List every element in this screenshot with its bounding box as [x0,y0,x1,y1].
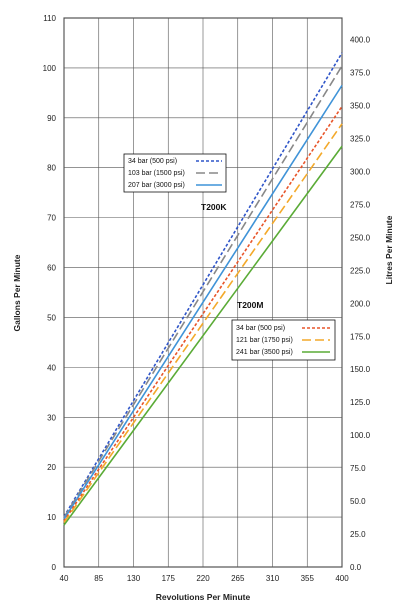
y-tick-label: 100 [43,64,57,73]
series-line [63,65,343,519]
y2-tick-label: 300.0 [350,167,371,176]
x-tick-label: 220 [196,574,210,583]
x-tick-label: 310 [266,574,280,583]
y-tick-label: 40 [47,363,56,372]
legend-label: 103 bar (1500 psi) [128,170,185,177]
legend-t200m: 34 bar (500 psi) 121 bar (1750 psi) 241 … [231,319,336,361]
y-tick-label: 90 [47,114,56,123]
x-tick-label: 355 [301,574,315,583]
x-tick-labels: 40 85 130 175 220 265 310 355 400 [60,574,350,583]
y2-tick-label: 25.0 [350,530,366,539]
y-tick-label: 0 [52,563,57,572]
group-label-t200m: T200M [237,300,263,310]
legend-t200k: 34 bar (500 psi) 103 bar (1500 psi) 207 … [123,153,227,193]
y2-tick-label: 250.0 [350,233,371,242]
x-tick-label: 130 [127,574,141,583]
legend-label: 121 bar (1750 psi) [236,337,293,344]
y2-tick-label: 100.0 [350,431,371,440]
y-tick-label: 30 [47,413,56,422]
x-tick-label: 40 [60,574,69,583]
series-line [63,145,343,526]
y2-tick-label: 225.0 [350,266,371,275]
series-line [63,123,343,524]
grid [63,17,343,568]
x-tick-label: 175 [162,574,176,583]
legend-label: 207 bar (3000 psi) [128,182,185,189]
y-tick-labels: 0 10 20 30 40 50 60 70 80 90 100 110 [43,14,57,572]
y2-tick-label: 125.0 [350,398,371,407]
y2-tick-label: 0.0 [350,563,362,572]
group-label-t200k: T200K [201,202,227,212]
series-line [63,84,343,520]
series-line [63,52,343,518]
series-line [63,105,343,522]
y2-tick-label: 75.0 [350,464,366,473]
x-axis-label: Revolutions Per Minute [156,592,251,602]
y2-axis-label: Litres Per Minute [384,215,394,284]
y-axis-label: Gallons Per Minute [12,254,22,331]
y2-tick-label: 375.0 [350,69,371,78]
y2-tick-label: 175.0 [350,332,371,341]
series-lines [63,52,343,526]
x-tick-label: 85 [94,574,103,583]
legend-label: 34 bar (500 psi) [236,325,285,332]
y-tick-label: 10 [47,513,56,522]
y2-tick-label: 150.0 [350,365,371,374]
x-tick-label: 265 [231,574,245,583]
y2-tick-label: 350.0 [350,102,371,111]
y-tick-label: 80 [47,164,56,173]
legend-label: 34 bar (500 psi) [128,158,177,165]
y-tick-label: 50 [47,313,56,322]
y-tick-label: 60 [47,264,56,273]
y2-tick-label: 275.0 [350,200,371,209]
legend-label: 241 bar (3500 psi) [236,349,293,356]
y2-tick-label: 325.0 [350,135,371,144]
y2-tick-labels: 0.0 25.0 50.0 75.0 100.0 125.0 150.0 175.0 200.0… [350,36,371,572]
y-tick-label: 20 [47,463,56,472]
y-tick-label: 110 [43,14,56,23]
y-tick-label: 70 [47,214,56,223]
y2-tick-label: 50.0 [350,497,366,506]
x-tick-label: 400 [335,574,349,583]
y2-tick-label: 400.0 [350,36,371,45]
y2-tick-label: 200.0 [350,299,371,308]
